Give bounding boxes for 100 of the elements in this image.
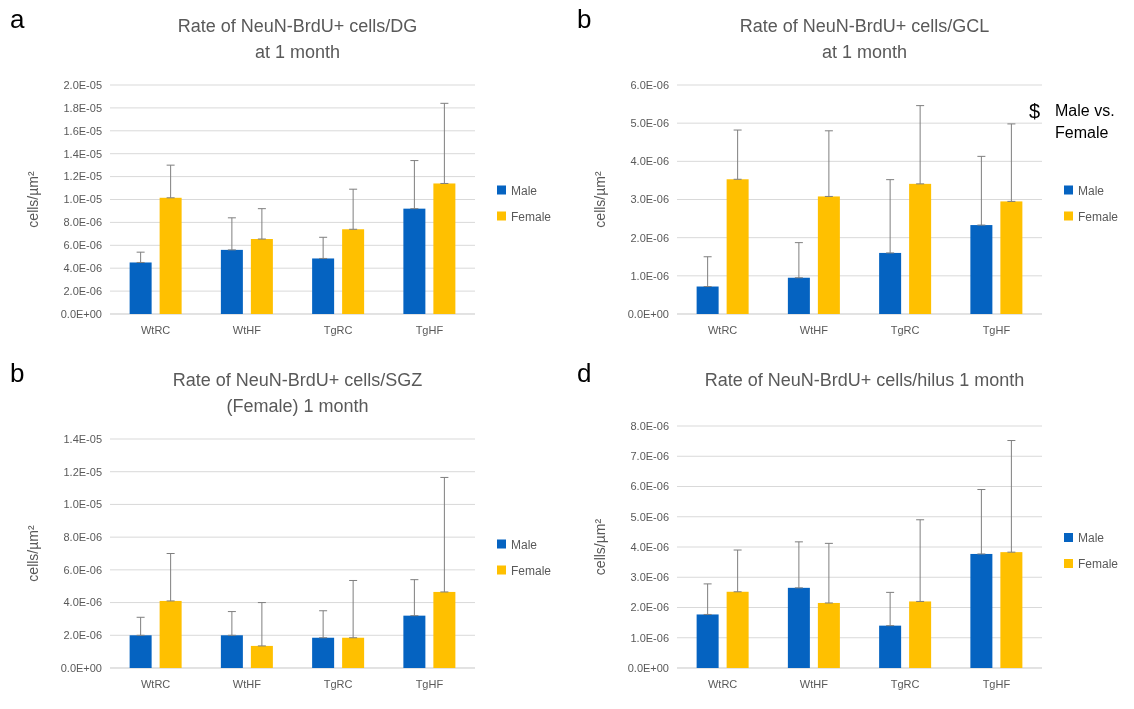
bar bbox=[879, 625, 902, 668]
bar bbox=[403, 615, 426, 668]
bar bbox=[817, 602, 840, 668]
y-tick-label: 8.0E-06 bbox=[63, 216, 102, 229]
text: d bbox=[577, 358, 592, 388]
bar bbox=[970, 225, 993, 314]
y-tick-label: 2.0E-06 bbox=[63, 284, 102, 297]
chart-title: Rate of NeuN-BrdU+ cells/GCL at 1 month bbox=[739, 16, 990, 62]
y-tick-label: 6.0E-06 bbox=[63, 563, 102, 576]
bar bbox=[312, 637, 335, 668]
y-tick-label: 7.0E-06 bbox=[630, 450, 669, 463]
bar bbox=[220, 635, 243, 668]
y-tick-label: 8.0E-06 bbox=[630, 419, 669, 432]
y-tick-label: 2.0E-06 bbox=[630, 601, 669, 614]
text: b bbox=[577, 4, 592, 34]
bar bbox=[250, 239, 273, 314]
y-tick-label: 1.0E-05 bbox=[63, 498, 102, 511]
y-axis-title: cells/µm² bbox=[25, 525, 41, 582]
bar bbox=[129, 635, 152, 668]
y-tick-label: 3.0E-06 bbox=[630, 193, 669, 206]
bar bbox=[1000, 552, 1023, 668]
bar bbox=[342, 637, 365, 668]
bar bbox=[696, 286, 719, 314]
y-axis-title: cells/µm² bbox=[25, 171, 41, 228]
bar bbox=[250, 645, 273, 668]
bar bbox=[909, 183, 932, 314]
y-tick-label: 6.0E-06 bbox=[63, 239, 102, 252]
legend-label: Male bbox=[1078, 531, 1105, 545]
legend-label: Female bbox=[511, 209, 552, 224]
bar bbox=[909, 601, 932, 668]
y-tick-label: 4.0E-06 bbox=[630, 540, 669, 553]
bar bbox=[342, 229, 365, 314]
y-axis-title: cells/µm² bbox=[592, 171, 608, 228]
y-tick-label: 1.0E-06 bbox=[630, 631, 669, 644]
bar bbox=[433, 591, 456, 668]
x-tick-label: TgHF bbox=[415, 678, 444, 690]
y-tick-label: 5.0E-06 bbox=[630, 510, 669, 523]
y-tick-label: 5.0E-06 bbox=[630, 117, 669, 130]
y-tick-label: 6.0E-06 bbox=[630, 78, 669, 91]
y-tick-label: 1.0E-05 bbox=[63, 193, 102, 206]
bar bbox=[879, 252, 902, 314]
y-tick-label: 0.0E+00 bbox=[60, 307, 102, 320]
x-tick-label: TgHF bbox=[415, 324, 444, 336]
x-tick-label: WtHF bbox=[232, 324, 262, 336]
bar bbox=[129, 262, 152, 314]
legend-label: Male bbox=[1078, 183, 1105, 198]
x-tick-label: WtHF bbox=[799, 678, 829, 690]
bar bbox=[726, 179, 749, 314]
y-tick-label: 1.0E-06 bbox=[630, 269, 669, 282]
y-tick-label: 1.4E-05 bbox=[63, 432, 102, 445]
y-tick-label: 1.2E-05 bbox=[63, 170, 102, 183]
chart-title: Rate of NeuN-BrdU+ cells/SGZ (Female) 1 month bbox=[172, 370, 423, 416]
y-tick-label: 4.0E-06 bbox=[630, 155, 669, 168]
y-tick-label: 1.6E-05 bbox=[63, 124, 102, 137]
legend-label: Female bbox=[511, 563, 552, 578]
chart-title: Rate of NeuN-BrdU+ cells/DG at 1 month bbox=[177, 16, 418, 62]
x-tick-label: TgRC bbox=[890, 678, 920, 690]
x-tick-label: TgRC bbox=[323, 678, 353, 690]
y-axis-title: cells/µm² bbox=[592, 518, 608, 576]
x-tick-label: WtHF bbox=[232, 678, 262, 690]
bar bbox=[159, 197, 182, 314]
text: Male vs. Female bbox=[1055, 102, 1115, 141]
x-tick-label: TgRC bbox=[890, 324, 920, 336]
legend-label: Female bbox=[1078, 557, 1119, 571]
x-tick-label: WtHF bbox=[799, 324, 829, 336]
x-tick-label: TgRC bbox=[323, 324, 353, 336]
y-tick-label: 4.0E-06 bbox=[63, 262, 102, 275]
y-tick-label: 2.0E-06 bbox=[63, 629, 102, 642]
bar bbox=[696, 614, 719, 668]
bar bbox=[787, 277, 810, 314]
y-tick-label: 2.0E-05 bbox=[63, 78, 102, 91]
text: a bbox=[10, 4, 25, 34]
bar bbox=[433, 183, 456, 314]
chart-title: Rate of NeuN-BrdU+ cells/hilus 1 month bbox=[704, 370, 1025, 390]
x-tick-label: WtRC bbox=[140, 324, 171, 336]
text: b bbox=[10, 358, 25, 388]
bar bbox=[312, 258, 335, 314]
legend-label: Male bbox=[511, 537, 538, 552]
y-tick-label: 3.0E-06 bbox=[630, 571, 669, 584]
x-tick-label: TgHF bbox=[982, 678, 1011, 690]
y-tick-label: 4.0E-06 bbox=[63, 596, 102, 609]
x-tick-label: WtRC bbox=[707, 324, 738, 336]
x-tick-label: TgHF bbox=[982, 324, 1011, 336]
bar bbox=[220, 249, 243, 314]
y-tick-label: 1.4E-05 bbox=[63, 147, 102, 160]
x-tick-label: WtRC bbox=[707, 678, 738, 690]
y-tick-label: 0.0E+00 bbox=[627, 661, 669, 674]
annotation: $ bbox=[1029, 100, 1041, 122]
legend-label: Male bbox=[511, 183, 538, 198]
y-tick-label: 8.0E-06 bbox=[63, 530, 102, 543]
bar bbox=[403, 208, 426, 314]
y-tick-label: 1.8E-05 bbox=[63, 101, 102, 114]
y-tick-label: 2.0E-06 bbox=[630, 231, 669, 244]
y-tick-label: 1.2E-05 bbox=[63, 465, 102, 478]
bar bbox=[1000, 201, 1023, 314]
y-tick-label: 0.0E+00 bbox=[627, 307, 669, 320]
bar bbox=[970, 553, 993, 668]
bar bbox=[159, 600, 182, 668]
bar bbox=[817, 196, 840, 314]
bar bbox=[726, 591, 749, 668]
